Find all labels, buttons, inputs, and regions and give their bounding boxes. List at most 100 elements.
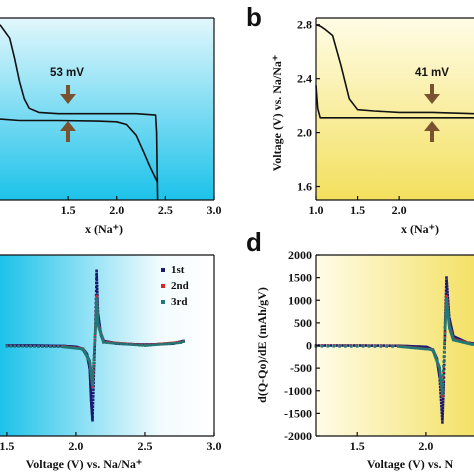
- panel-b-xlabel: x (Na⁺): [401, 222, 439, 236]
- panel-c-point-3rd: [95, 306, 99, 310]
- panel-c-point-1st: [15, 344, 19, 347]
- panel-c-point-3rd: [56, 345, 60, 348]
- panel-c-point-3rd: [96, 319, 100, 323]
- panel-c-point-1st: [90, 404, 93, 407]
- panel-c-point-3rd: [160, 343, 163, 346]
- panel-c-point-3rd: [168, 342, 172, 345]
- panel-d-point-1st: [353, 344, 356, 347]
- panel-d-point-3rd: [446, 311, 450, 315]
- panel-c-point-2nd: [91, 385, 94, 388]
- panel-d-point-3rd: [445, 299, 448, 303]
- panel-b-ylabel: Voltage (V) vs. Na/Na⁺: [270, 55, 284, 172]
- panel-c-point-3rd: [152, 343, 155, 347]
- panel-c-point-3rd: [90, 373, 93, 376]
- panel-d: d -2000 -1500 -1000 -500 0 500 1000 1500 2000 1.…: [246, 227, 474, 471]
- panel-d-point-3rd: [439, 377, 443, 381]
- panel-d-point-3rd: [326, 345, 330, 348]
- panel-c-point-3rd: [93, 336, 97, 339]
- panel-c-point-3rd: [72, 346, 76, 350]
- panel-d-point-1st: [443, 338, 447, 341]
- panel-c-point-3rd: [92, 357, 96, 361]
- panel-d-point-3rd: [397, 345, 400, 348]
- panel-c-point-3rd: [120, 342, 123, 346]
- panel-c-point-3rd: [137, 343, 141, 347]
- panel-c-point-3rd: [95, 299, 98, 302]
- panel-b-arrow-up: [424, 121, 440, 142]
- panel-c-point-1st: [43, 344, 46, 347]
- panel-c-point-1st: [93, 352, 96, 355]
- panel-d-point-3rd: [332, 345, 335, 348]
- panel-d-point-3rd: [446, 307, 449, 311]
- panel-d-point-3rd: [440, 383, 443, 386]
- panel-c-point-1st: [89, 384, 92, 388]
- panel-d-point-1st: [445, 285, 449, 288]
- panel-c-legend-marker-2nd: [161, 284, 165, 288]
- panel-d-point-3rd: [385, 345, 388, 348]
- panel-c-point-3rd: [174, 341, 177, 345]
- panel-b-curves: [315, 23, 474, 119]
- panel-d-point-3rd: [361, 345, 365, 348]
- panel-c-xtick-label: 2.5: [137, 439, 152, 453]
- panel-d-point-3rd: [429, 348, 432, 351]
- panel-d-point-3rd: [458, 340, 461, 343]
- panel-c-point-1st: [88, 378, 92, 381]
- panel-d-point-3rd: [460, 340, 464, 344]
- panel-c-point-3rd: [93, 350, 96, 354]
- panel-c-point-3rd: [74, 346, 77, 350]
- panel-c-point-1st: [31, 344, 34, 347]
- panel-c-point-3rd: [182, 340, 185, 343]
- panel-d-yticks: -2000 -1500 -1000 -500 0 500 1000 1500 2000: [284, 248, 320, 443]
- panel-d-point-3rd: [442, 360, 446, 363]
- panel-d-point-3rd: [469, 342, 473, 346]
- panel-c-point-1st: [58, 344, 62, 348]
- panel-d-point-1st: [420, 345, 424, 348]
- panel-d-point-3rd: [438, 372, 442, 375]
- panel-d-point-1st: [376, 344, 380, 347]
- panel-c-point-3rd: [13, 345, 17, 348]
- panel-c-point-3rd: [97, 325, 101, 329]
- panel-c-point-3rd: [37, 345, 40, 348]
- panel-c-point-3rd: [125, 343, 129, 346]
- panel-a-xlabel: x (Na⁺): [85, 222, 123, 236]
- panel-c-legend-marker-3rd: [161, 300, 165, 304]
- panel-d-point-3rd: [471, 343, 474, 346]
- panel-c-point-3rd: [93, 339, 97, 343]
- panel-d-point-3rd: [447, 321, 451, 325]
- panel-c-point-3rd: [88, 363, 92, 366]
- panel-d-point-1st: [441, 409, 445, 413]
- panel-d-points: [314, 276, 474, 424]
- panel-b-arrow-down: [424, 84, 440, 104]
- panel-c-point-3rd: [96, 323, 100, 326]
- panel-d-point-3rd: [443, 332, 447, 335]
- panel-c-point-3rd: [123, 342, 126, 346]
- panel-d-point-3rd: [441, 387, 444, 391]
- panel-c-point-3rd: [63, 345, 67, 349]
- panel-c-point-3rd: [96, 314, 99, 317]
- panel-c-point-1st: [91, 408, 95, 412]
- panel-b-ytick-label: 2.8: [297, 18, 312, 32]
- panel-c-point-3rd: [92, 365, 95, 368]
- panel-d-point-1st: [364, 344, 368, 347]
- panel-b-discharge-curve: [315, 85, 474, 119]
- panel-c-point-3rd: [90, 375, 93, 378]
- panel-a-curves: [0, 24, 159, 201]
- panel-c-point-3rd: [157, 343, 161, 346]
- panel-c-point-3rd: [69, 346, 73, 349]
- panel-c-point-3rd: [93, 346, 96, 350]
- panel-d-ytick-label: -1000: [284, 384, 312, 398]
- panel-c-point-1st: [91, 417, 94, 420]
- panel-c-point-1st: [90, 402, 93, 406]
- panel-c-point-3rd: [78, 347, 82, 350]
- panel-c-point-3rd: [89, 371, 93, 375]
- panel-c-point-3rd: [91, 376, 95, 379]
- panel-c-xticks: 1.5 2.0 2.5 3.0: [0, 432, 222, 453]
- panel-c-point-3rd: [91, 372, 95, 376]
- panel-c-point-3rd: [93, 343, 96, 346]
- panel-d-point-3rd: [462, 341, 465, 344]
- panel-d-point-3rd: [434, 356, 437, 359]
- panel-c-point-3rd: [5, 345, 9, 348]
- panel-d-point-3rd: [399, 345, 403, 349]
- panel-d-point-3rd: [456, 339, 460, 343]
- panel-d-point-1st: [422, 345, 426, 349]
